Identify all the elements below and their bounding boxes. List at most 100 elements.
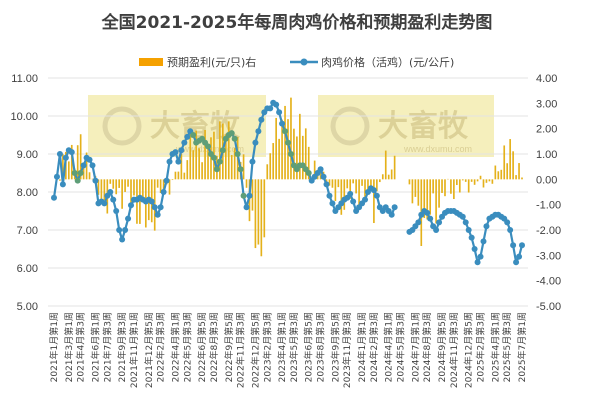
profit-bar <box>343 179 346 210</box>
profit-bar <box>515 175 517 180</box>
profit-bar <box>103 179 106 201</box>
x-tick-label: 2022年12月第5周 <box>249 312 261 388</box>
price-point <box>216 158 223 165</box>
price-point <box>471 246 478 252</box>
left-tick-label: 8.00 <box>17 187 38 199</box>
price-point <box>219 147 226 154</box>
price-point <box>89 162 96 169</box>
price-point <box>267 105 274 112</box>
profit-bar <box>441 179 443 193</box>
price-point <box>56 151 63 157</box>
price-point <box>246 192 253 199</box>
price-point <box>468 234 475 241</box>
price-point <box>285 139 291 146</box>
watermark-left-logo <box>102 106 142 146</box>
legend-label-price: 肉鸡价格（活鸡）(元/公斤) <box>321 55 454 69</box>
profit-bar <box>373 179 375 224</box>
left-tick-label: 5.00 <box>17 301 38 313</box>
profit-bar <box>275 117 277 180</box>
x-tick-label: 2024年2月第3周 <box>368 312 380 382</box>
profit-bar <box>269 153 272 180</box>
profit-bar <box>67 161 70 180</box>
profit-bar <box>177 171 180 180</box>
price-point <box>427 215 434 222</box>
profit-bar <box>248 179 251 222</box>
profit-bar <box>100 179 103 199</box>
price-point <box>273 101 280 108</box>
x-tick-label: 2024年12月第5周 <box>463 312 475 388</box>
price-point <box>282 128 289 135</box>
profit-bar <box>189 133 192 180</box>
profit-bar <box>251 179 254 211</box>
profit-bar <box>393 155 396 180</box>
price-point <box>252 139 259 146</box>
profit-bar <box>411 179 414 204</box>
x-tick-label: 2024年8月第3周 <box>421 312 433 382</box>
price-point <box>178 147 185 154</box>
price-point <box>122 227 129 233</box>
profit-bar <box>127 179 129 187</box>
profit-bar <box>376 179 378 192</box>
profit-bar <box>467 179 470 193</box>
profit-bar <box>313 160 316 180</box>
right-tick-label: -3.00 <box>536 250 561 262</box>
price-point <box>516 253 523 260</box>
x-tick-label: 2021年9月第3周 <box>116 312 128 382</box>
profit-bar <box>233 148 236 180</box>
price-point <box>128 202 135 209</box>
profit-bar <box>118 179 120 188</box>
profit-bar <box>461 179 464 181</box>
profit-bar <box>242 154 245 180</box>
price-point <box>362 196 369 203</box>
profit-bar <box>370 179 372 190</box>
profit-bar <box>426 179 429 220</box>
x-tick-label: 2023年9月第5周 <box>329 312 341 382</box>
right-tick-label: 2.00 <box>536 124 557 136</box>
profit-bar <box>227 121 230 180</box>
price-point <box>287 151 294 157</box>
profit-bar <box>444 179 446 197</box>
profit-bar <box>159 179 162 194</box>
price-point <box>157 204 164 211</box>
price-point <box>243 204 250 211</box>
profit-bar <box>494 165 497 180</box>
profit-bar <box>133 179 135 196</box>
profit-bar <box>281 119 283 180</box>
price-point <box>255 128 262 135</box>
profit-bar <box>367 179 369 192</box>
x-tick-label: 2024年9月第5周 <box>436 312 448 382</box>
profit-bar <box>464 179 467 182</box>
right-tick-label: -2.00 <box>536 225 561 237</box>
x-tick-label: 2025年7月第1周 <box>516 312 528 382</box>
price-point <box>77 170 84 176</box>
profit-bar <box>458 179 461 193</box>
price-point <box>148 198 155 205</box>
price-point <box>370 187 377 194</box>
price-point <box>459 213 466 220</box>
watermark-right-logo <box>330 106 370 146</box>
profit-bar <box>521 177 523 180</box>
profit-bar <box>432 179 434 194</box>
profit-bar <box>204 129 206 180</box>
right-tick-label: 3.00 <box>536 98 557 110</box>
profit-bar <box>387 174 390 180</box>
profit-bar <box>334 179 337 202</box>
profit-bar <box>82 162 85 180</box>
price-point <box>347 190 354 197</box>
price-point <box>74 177 81 184</box>
profit-bar <box>207 146 209 180</box>
x-tick-label: 2021年11月第1周 <box>128 312 140 388</box>
price-point <box>237 166 244 173</box>
x-tick-label: 2025年2月第3周 <box>475 312 487 382</box>
profit-bar <box>340 179 343 215</box>
price-point <box>462 219 469 226</box>
profit-bar <box>435 179 437 224</box>
profit-bar <box>91 178 94 180</box>
left-axis: 5.00 6.00 7.00 8.00 9.00 10.00 11.00 <box>10 73 38 313</box>
price-point <box>53 173 60 180</box>
profit-bar <box>62 154 64 180</box>
profit-bar <box>180 153 183 180</box>
x-tick-label: 2024年4月第1周 <box>383 312 395 382</box>
profit-bar <box>186 160 189 180</box>
